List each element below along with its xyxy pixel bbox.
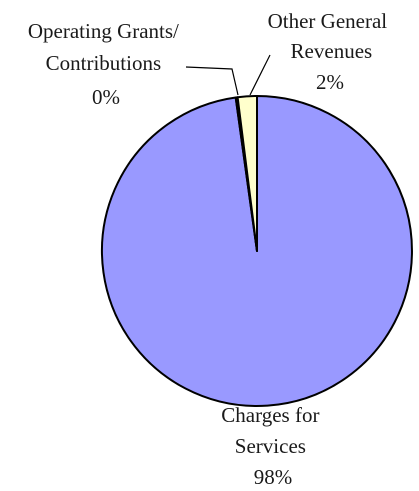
pie-slices bbox=[101, 95, 413, 407]
leader-lines bbox=[185, 54, 271, 96]
label-other-general-revenues: Other General Revenues 2% bbox=[268, 9, 393, 94]
label-operating-grants: Operating Grants/ Contributions 0% bbox=[28, 19, 184, 109]
leader-line-operating-grants bbox=[185, 66, 239, 96]
label-other-general-percent: 2% bbox=[316, 70, 344, 94]
label-operating-grants-line1: Operating Grants/ bbox=[28, 19, 179, 43]
label-charges-line1: Charges for bbox=[221, 403, 319, 427]
pie-slice-other-general-revenues bbox=[236, 95, 258, 252]
label-charges-for-services: Charges for Services 98% bbox=[221, 403, 324, 489]
label-other-general-line1: Other General bbox=[268, 9, 388, 33]
leader-line-other-general-revenues bbox=[249, 54, 271, 96]
label-other-general-line2: Revenues bbox=[291, 39, 373, 63]
label-charges-percent: 98% bbox=[254, 465, 293, 489]
label-operating-grants-line2: Contributions bbox=[46, 51, 162, 75]
label-operating-grants-percent: 0% bbox=[92, 85, 120, 109]
label-charges-line2: Services bbox=[235, 434, 306, 458]
